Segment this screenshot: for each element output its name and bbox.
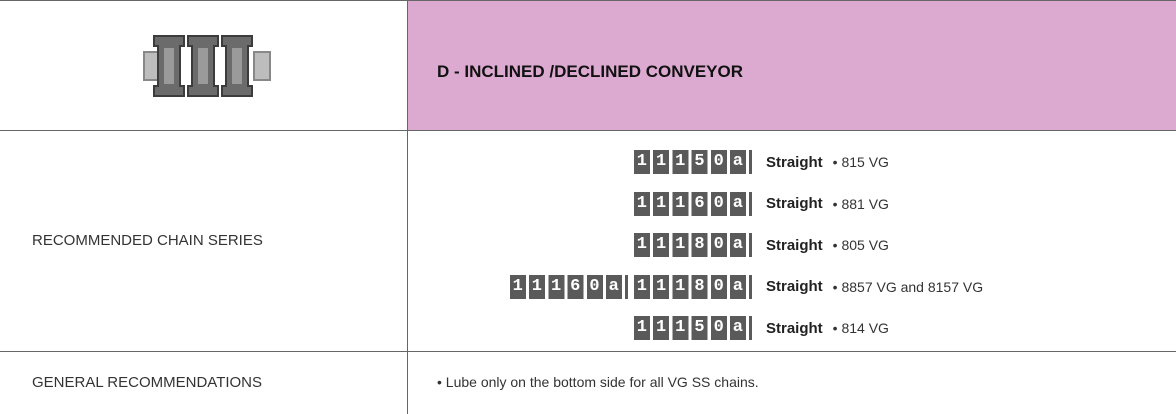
chain-type: Straight	[766, 319, 823, 337]
chain-row: 11150a Straight • 815 VG	[408, 145, 889, 179]
chain-detail: • 805 VG	[832, 237, 889, 253]
row-label: GENERAL RECOMMENDATIONS	[32, 374, 263, 391]
chain-icon	[143, 35, 271, 97]
chain-detail: • 881 VG	[832, 195, 889, 212]
chain-codes: 11160a 11180a	[408, 274, 752, 299]
chain-code: 11180a	[633, 233, 752, 257]
header-band	[408, 1, 1176, 130]
top-rule	[0, 0, 1176, 1]
chain-detail: • 815 VG	[832, 154, 889, 170]
chain-code: 11160a	[633, 191, 752, 216]
chain-code: 11160a	[509, 274, 628, 299]
chain-code: 11180a	[633, 274, 752, 299]
recommendation: • Lube only on the bottom side for all V…	[437, 374, 759, 390]
row-rule	[0, 351, 1176, 352]
row-rule	[0, 130, 1176, 131]
chain-type: Straight	[766, 236, 823, 254]
chain-detail: • 814 VG	[832, 320, 889, 336]
chain-row: 11160a 11180a Straight • 8857 VG and 8157 V…	[408, 270, 983, 304]
chain-type: Straight	[766, 153, 823, 171]
chain-codes: 11150a	[408, 316, 752, 340]
chain-codes: 11180a	[408, 233, 752, 257]
chain-code: 11150a	[633, 316, 752, 340]
column-rule	[407, 0, 408, 414]
section-title: D - INCLINED /DECLINED CONVEYOR	[437, 62, 744, 81]
chain-type: Straight	[766, 278, 823, 295]
chain-type: Straight	[766, 195, 823, 212]
chain-row: 11150a Straight • 814 VG	[408, 311, 889, 345]
chain-codes: 11150a	[408, 150, 752, 174]
chain-row: 11180a Straight • 805 VG	[408, 228, 889, 262]
chain-codes: 11160a	[408, 191, 752, 216]
row-label: RECOMMENDED CHAIN SERIES	[32, 232, 263, 249]
chain-code: 11150a	[633, 150, 752, 174]
chain-detail: • 8857 VG and 8157 VG	[832, 278, 984, 295]
chain-row: 11160a Straight • 881 VG	[408, 187, 889, 221]
